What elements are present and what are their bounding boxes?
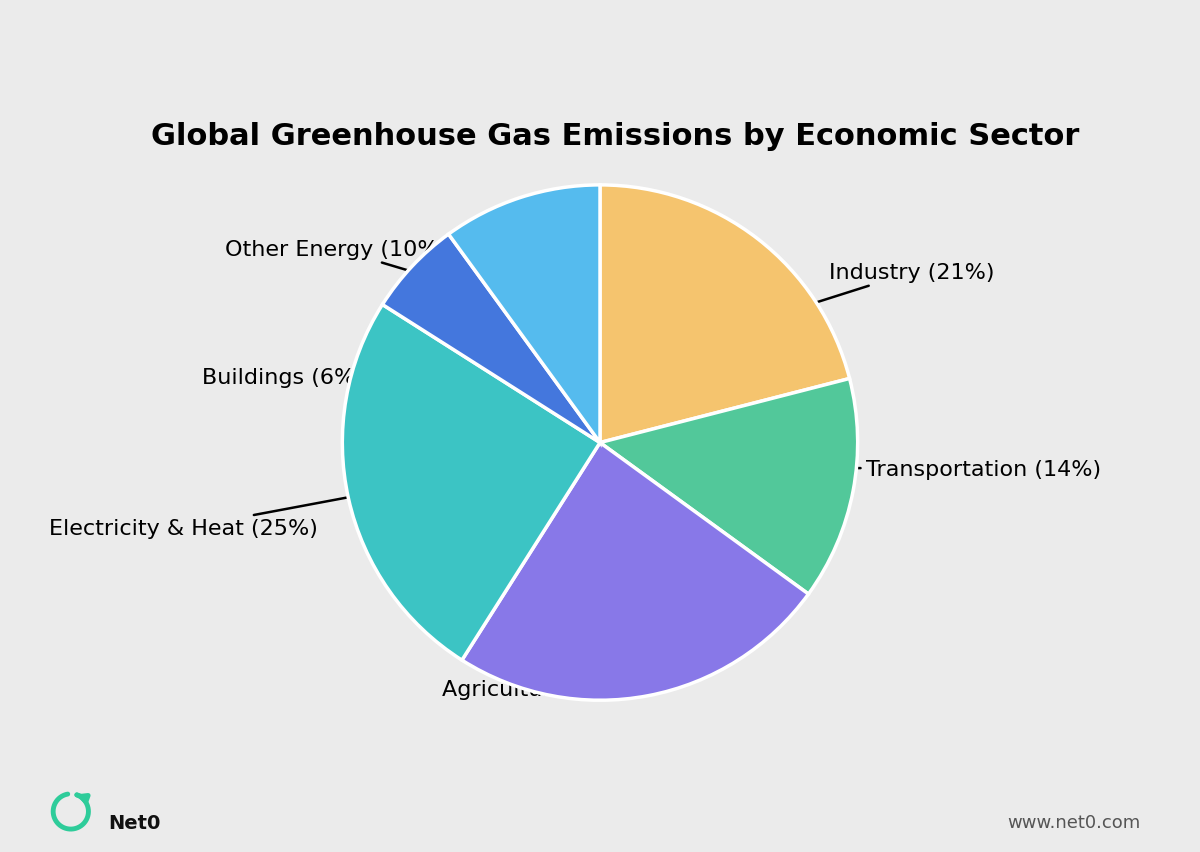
Text: Other Energy (10%): Other Energy (10%)	[226, 239, 572, 320]
Text: Net0: Net0	[108, 813, 161, 832]
Text: Agriculture (24%): Agriculture (24%)	[443, 572, 638, 699]
Wedge shape	[600, 186, 850, 443]
Wedge shape	[449, 186, 600, 443]
Text: Buildings (6%): Buildings (6%)	[202, 355, 517, 388]
Wedge shape	[462, 443, 809, 700]
Text: Global Greenhouse Gas Emissions by Economic Sector: Global Greenhouse Gas Emissions by Econo…	[151, 122, 1079, 151]
Text: Electricity & Heat (25%): Electricity & Heat (25%)	[48, 472, 486, 538]
Text: Industry (21%): Industry (21%)	[697, 262, 995, 341]
Wedge shape	[383, 235, 600, 443]
Text: Transportation (14%): Transportation (14%)	[745, 459, 1102, 480]
Text: www.net0.com: www.net0.com	[1007, 813, 1140, 832]
Wedge shape	[600, 379, 858, 595]
Wedge shape	[342, 305, 600, 660]
